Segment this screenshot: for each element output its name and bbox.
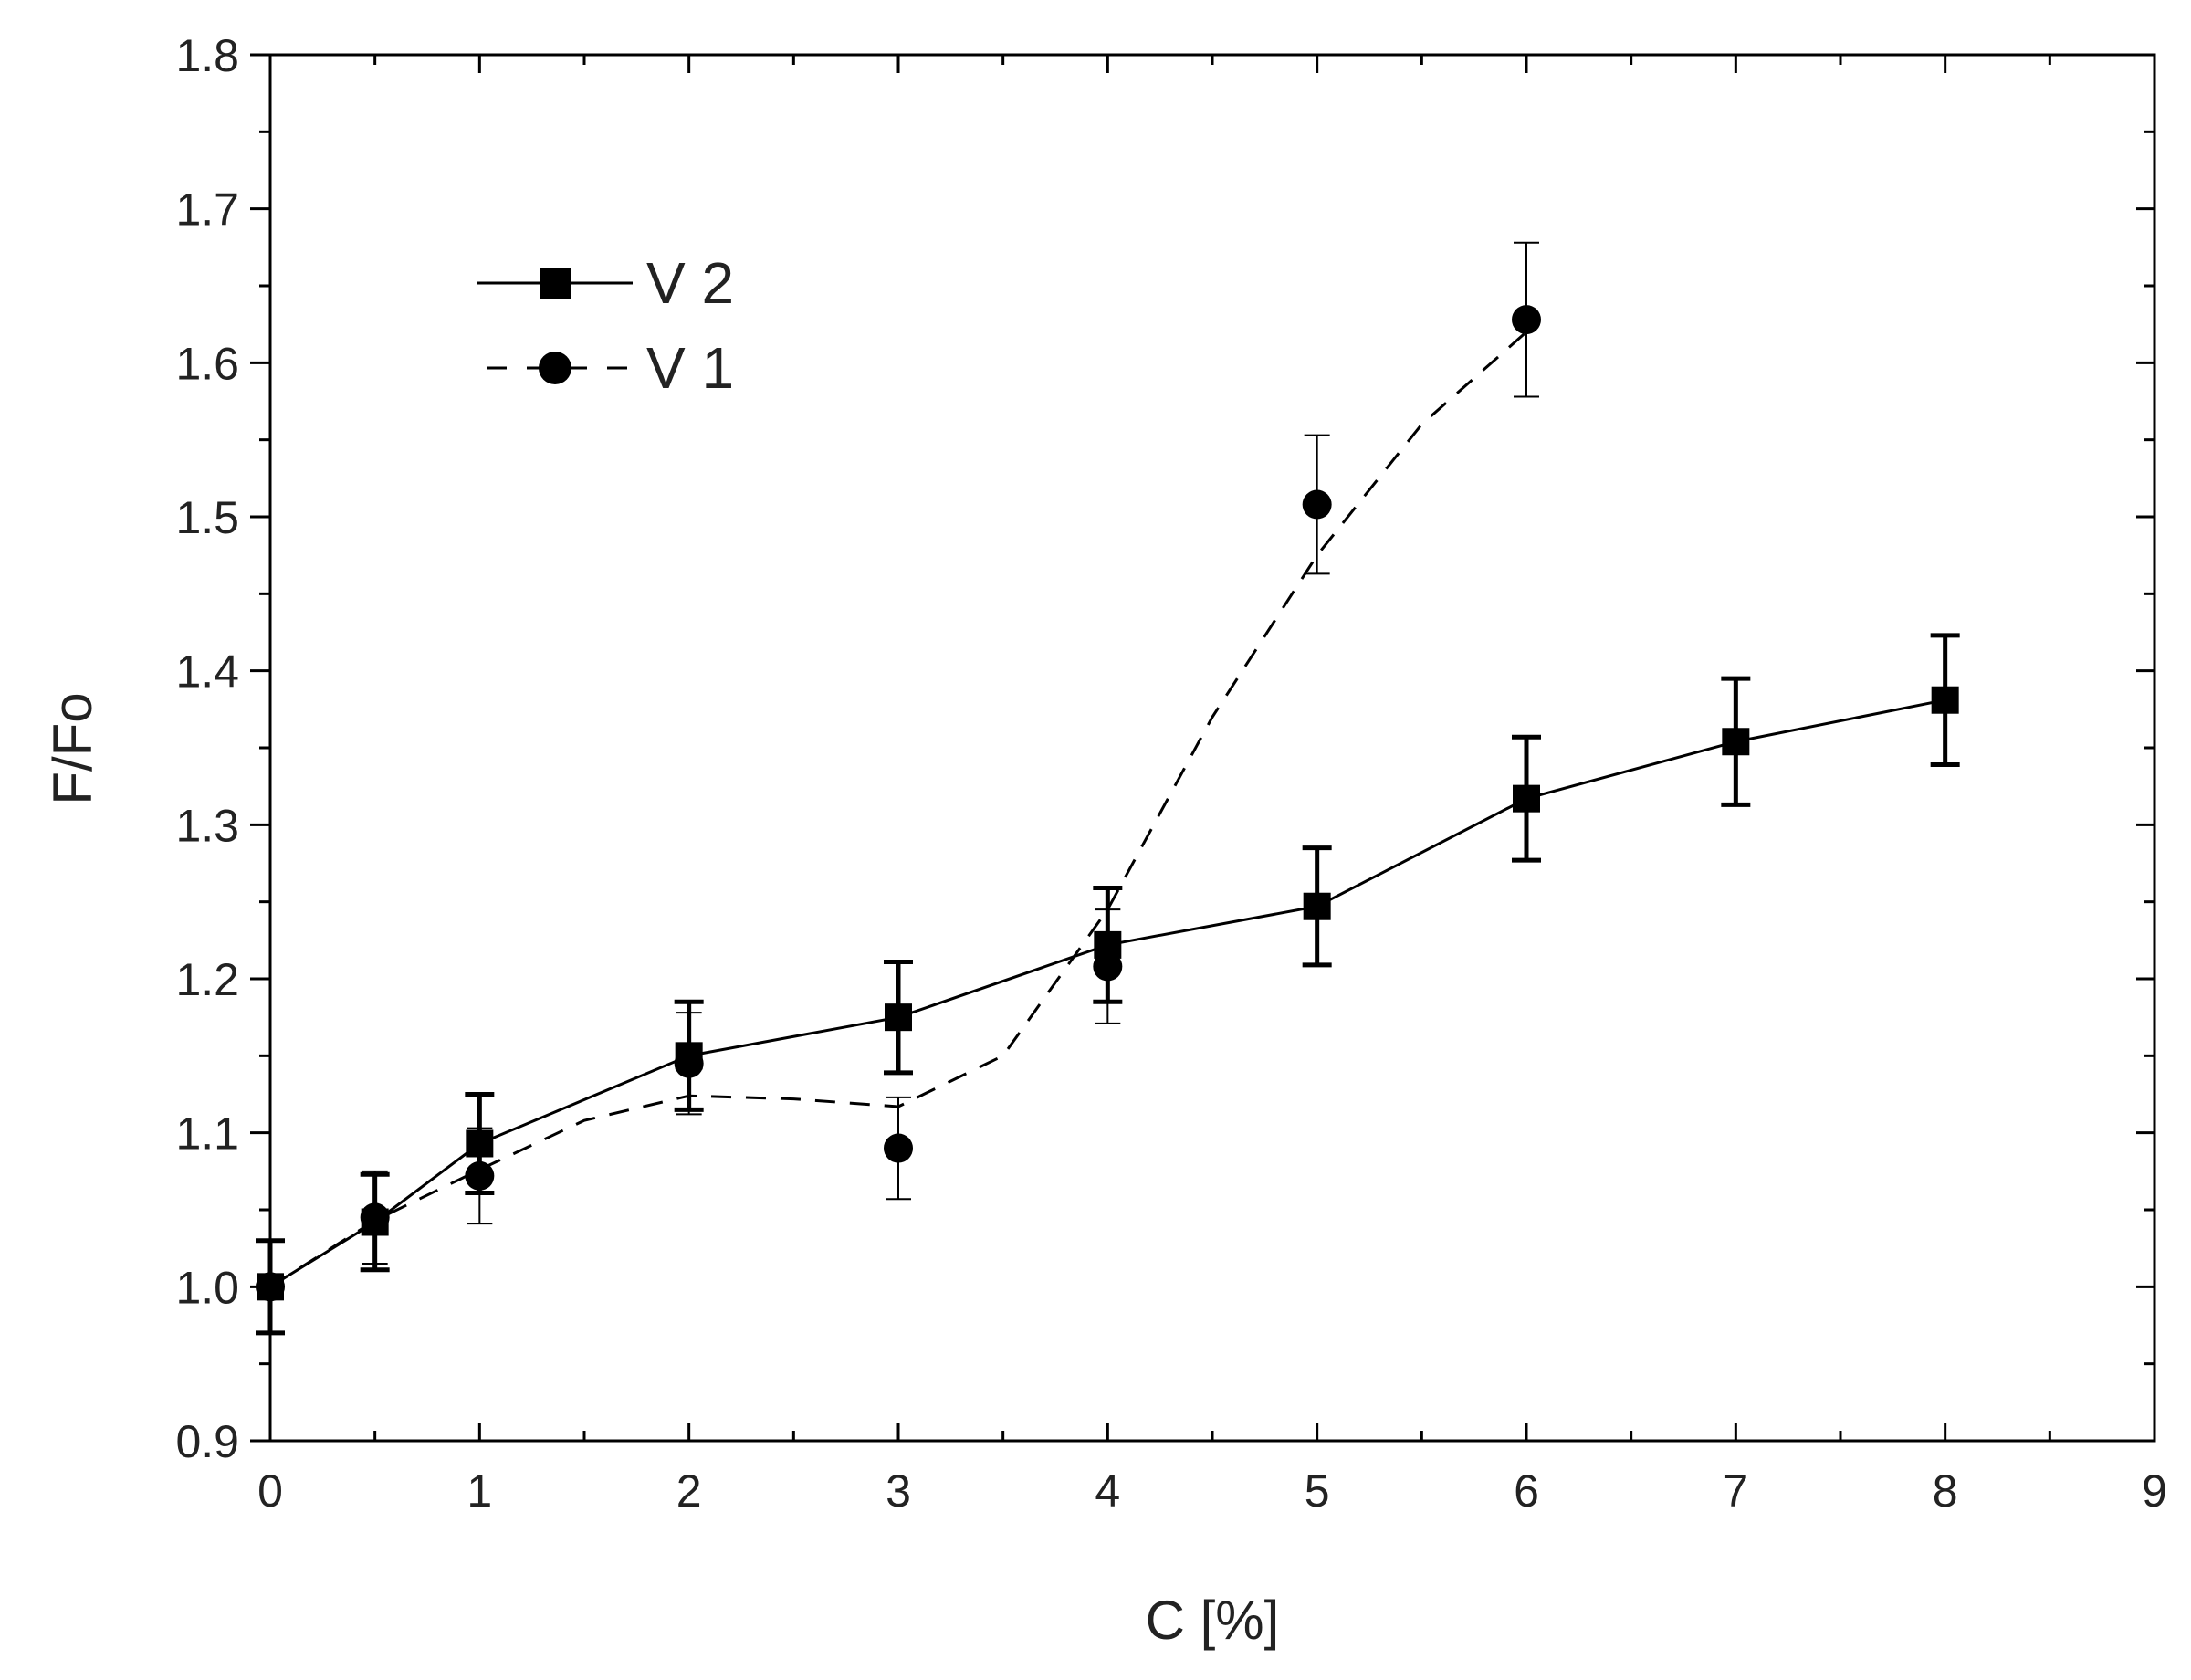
x-tick-label: 6 (1514, 1465, 1539, 1517)
legend-label-v1: V 1 (646, 335, 734, 401)
y-tick-label: 1.5 (175, 492, 239, 543)
series-v2-point (885, 1003, 912, 1032)
legend-marker-v2 (540, 268, 571, 299)
plot-area (268, 53, 2156, 1443)
series-v2-point (675, 1042, 703, 1070)
series-v2-point (257, 1273, 284, 1301)
x-tick-label: 9 (2142, 1465, 2167, 1517)
x-tick-labels: 0 1 2 3 4 5 6 7 8 9 (257, 1465, 2167, 1517)
legend: V 2 V 1 (477, 250, 734, 401)
series-v2-point (1303, 892, 1331, 920)
series-v2-point (1931, 686, 1959, 714)
series-v2-point (466, 1129, 494, 1158)
y-tick-label: 1.0 (175, 1262, 239, 1313)
y-tick-label: 1.7 (175, 184, 239, 236)
y-tick-label: 1.1 (175, 1108, 239, 1160)
series-v1-point (1302, 489, 1332, 520)
major-ticks (250, 53, 2156, 1443)
minor-ticks (259, 55, 2154, 1441)
legend-marker-v1 (539, 352, 571, 384)
y-tick-label: 1.4 (175, 646, 239, 698)
x-tick-label: 5 (1305, 1465, 1330, 1517)
x-tick-label: 1 (467, 1465, 492, 1517)
y-axis-title: F/Fo (42, 692, 103, 804)
y-tick-label: 1.6 (175, 338, 239, 389)
y-tick-label: 1.8 (175, 30, 239, 81)
y-tick-label: 1.3 (175, 800, 239, 851)
x-tick-label: 2 (676, 1465, 702, 1517)
y-tick-label: 1.2 (175, 954, 239, 1005)
legend-label-v2: V 2 (646, 250, 734, 316)
series-v1-point (884, 1133, 913, 1163)
series-v2-point (1722, 728, 1750, 756)
series-v2-line (269, 698, 1945, 1288)
series-v2-point (1513, 784, 1540, 813)
x-tick-label: 8 (1933, 1465, 1958, 1517)
x-tick-label: 0 (257, 1465, 283, 1517)
series-v1-point (1512, 305, 1541, 335)
x-tick-label: 4 (1095, 1465, 1120, 1517)
x-tick-label: 7 (1723, 1465, 1748, 1517)
x-tick-label: 3 (886, 1465, 911, 1517)
series-v1-point (1093, 951, 1123, 982)
series-v2-point (361, 1208, 389, 1236)
series-layer (256, 241, 1960, 1336)
series-v2-point (1094, 930, 1122, 959)
y-tick-labels: 0.9 1.0 1.1 1.2 1.3 1.4 1.5 1.6 1.7 1.8 (175, 30, 239, 1467)
series-v1-point (465, 1160, 495, 1191)
x-axis-title: C [%] (1146, 1590, 1280, 1651)
y-tick-label: 0.9 (175, 1416, 239, 1467)
